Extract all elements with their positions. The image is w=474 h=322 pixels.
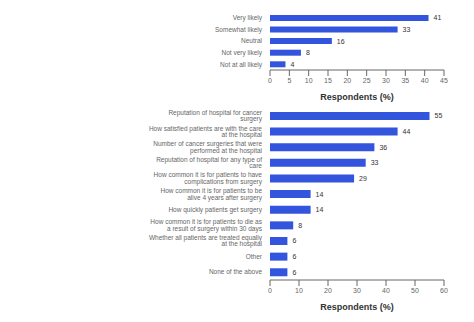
svg-text:14: 14 [316,206,324,213]
svg-text:Number of cancer surgeries tha: Number of cancer surgeries that wereperf… [153,140,262,155]
svg-text:5: 5 [287,77,291,84]
svg-text:16: 16 [337,38,345,45]
svg-text:Reputation of hospital for any: Reputation of hospital for any type ofca… [156,156,262,170]
svg-text:30: 30 [382,77,390,84]
svg-text:55: 55 [435,112,443,119]
svg-text:6: 6 [292,269,296,276]
svg-text:How quickly patients get surge: How quickly patients get surgery [168,206,262,214]
svg-text:33: 33 [371,159,379,166]
svg-text:45: 45 [440,77,448,84]
svg-text:Whether all patients are treat: Whether all patients are treated equally… [149,234,263,249]
svg-text:36: 36 [379,144,387,151]
svg-text:How common it is for patients: How common it is for patients to havecom… [154,171,263,186]
svg-text:40: 40 [382,287,390,294]
svg-text:41: 41 [434,14,442,21]
svg-text:10: 10 [305,77,313,84]
svg-text:10: 10 [295,287,303,294]
svg-text:14: 14 [316,191,324,198]
svg-text:Other: Other [246,253,263,260]
svg-text:Not at all likely: Not at all likely [220,61,263,69]
svg-text:Very likely: Very likely [233,14,263,22]
svg-text:How common it is for patients: How common it is for patients to bealive… [160,187,262,202]
svg-text:None of the above: None of the above [209,268,263,275]
svg-text:Not very likely: Not very likely [222,49,263,57]
svg-text:6: 6 [292,237,296,244]
svg-text:15: 15 [324,77,332,84]
svg-text:Somewhat likely: Somewhat likely [215,26,263,34]
svg-text:50: 50 [411,287,419,294]
svg-text:How satisfied patients are wit: How satisfied patients are with the care… [149,125,263,140]
svg-text:How common it is for patients: How common it is for patients to die asa… [150,218,262,233]
svg-text:25: 25 [363,77,371,84]
svg-text:0: 0 [268,77,272,84]
svg-text:29: 29 [359,175,367,182]
svg-text:20: 20 [324,287,332,294]
svg-text:40: 40 [421,77,429,84]
svg-text:44: 44 [403,128,411,135]
svg-text:8: 8 [298,222,302,229]
svg-text:35: 35 [401,77,409,84]
svg-text:30: 30 [353,287,361,294]
svg-text:Respondents (%): Respondents (%) [320,302,394,312]
svg-text:6: 6 [292,253,296,260]
svg-text:8: 8 [306,49,310,56]
svg-text:33: 33 [403,26,411,33]
svg-text:60: 60 [440,287,448,294]
svg-text:0: 0 [268,287,272,294]
svg-text:20: 20 [343,77,351,84]
svg-text:Respondents (%): Respondents (%) [320,92,394,102]
svg-text:Neutral: Neutral [241,37,263,44]
svg-text:Reputation of hospital for can: Reputation of hospital for cancersurgery [168,109,262,124]
svg-text:4: 4 [290,61,294,68]
